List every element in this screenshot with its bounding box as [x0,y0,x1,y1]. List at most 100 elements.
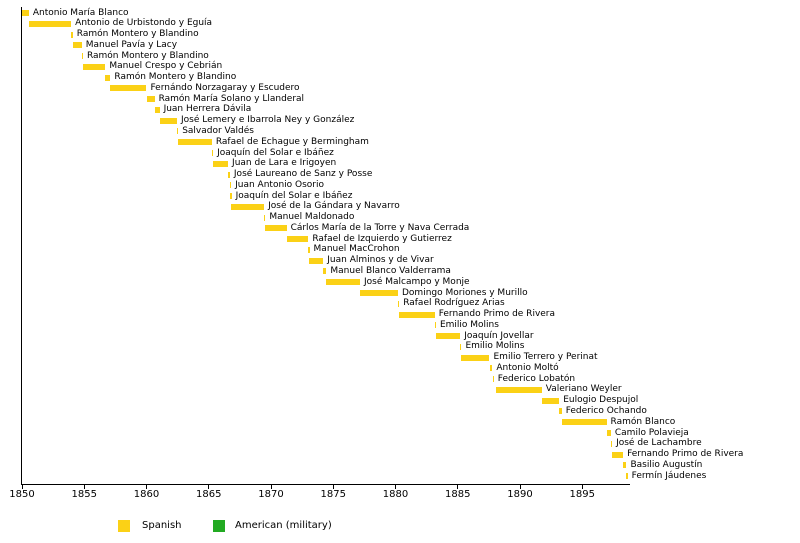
timeline-bar [323,268,327,275]
timeline-bar [434,322,436,329]
governor-name-label: Federico Lobatón [497,373,576,384]
governor-name-label: Antonio María Blanco [32,7,129,18]
timeline-bar [435,333,461,340]
governor-name-label: Ramón María Solano y Llanderal [158,93,305,104]
timeline-bar [212,160,229,167]
timeline-bar [489,365,493,372]
x-axis-tick-label: 1870 [258,489,284,500]
governor-name-label: Rafael Rodríguez Arias [403,298,505,309]
governor-name-label: Manuel Maldonado [269,212,355,223]
legend-swatch-american [213,519,225,532]
x-axis-line [21,484,630,485]
timeline-bar [105,74,111,81]
governor-name-label: José Lemery e Ibarrola Ney y González [181,115,355,126]
governor-name-label: Eulogio Despujol [563,395,639,406]
x-axis-tick-label: 1865 [196,489,222,500]
timeline-bar [398,311,435,318]
governor-name-label: Salvador Valdés [182,125,254,136]
timeline-bar [610,440,613,447]
timeline-bar [286,236,309,243]
governor-name-label: Manuel Crespo y Cebrián [109,61,223,72]
timeline-bar [308,246,310,253]
timeline-bar [230,193,232,200]
timeline-bar [82,63,106,70]
timeline-bar [611,451,624,458]
governor-name-label: José de la Gándara y Navarro [268,201,400,212]
governor-name-label: Antonio de Urbistondo y Eguía [75,18,213,29]
governor-name-label: Antonio Moltó [496,362,559,373]
x-axis-tick-label: 1895 [569,489,595,500]
governor-name-label: Federico Ochando [565,405,647,416]
x-axis-tick-label: 1855 [71,489,97,500]
timeline-bar [159,117,177,124]
timeline-bar [397,300,400,307]
timeline-bar [360,290,398,297]
timeline-bar [541,397,560,404]
timeline-bar [626,473,628,480]
timeline-bar [71,31,73,38]
x-axis-tick [457,484,459,489]
timeline-bar [22,10,29,16]
timeline-bar [229,182,232,189]
governor-name-label: Rafael de Echague y Bermingham [215,136,369,147]
governor-name-label: Joaquín Jovellar [464,330,534,341]
timeline-bar [264,225,287,232]
governor-name-label: Juan Alminos y de Vivar [327,255,434,266]
governor-name-label: José de Lachambre [616,438,702,449]
legend-swatch-spanish [118,519,130,532]
timeline-bar [559,408,562,415]
timeline-bar [461,354,490,361]
governor-name-label: Ramón Blanco [610,416,676,427]
timeline-bar [326,279,360,286]
x-axis-tick [208,484,210,489]
governor-name-label: Cárlos María de la Torre y Nava Cerrada [290,222,470,233]
x-axis-tick-label: 1890 [507,489,533,500]
governor-name-label: Juan Herrera Dávila [163,104,252,115]
governor-name-label: Manuel Pavía y Lacy [85,39,178,50]
x-axis-tick [332,484,334,489]
timeline-bar [264,214,266,221]
timeline-bar [28,20,72,27]
governor-name-label: Fermín Jáudenes [631,470,707,481]
governor-name-label: Camilo Polavieja [614,427,689,438]
timeline-bar [154,106,160,113]
timeline-bar [81,53,83,60]
governor-name-label: Juan de Lara e Irigoyen [232,158,337,169]
timeline-bar [495,386,542,393]
governor-name-label: Fernando Primo de Rivera [438,309,556,320]
governor-name-label: Ramón Montero y Blandino [86,50,209,61]
governor-name-label: Emilio Terrero y Perinat [493,352,598,363]
x-axis-tick [581,484,583,489]
x-axis-tick [83,484,85,489]
governor-name-label: Juan Antonio Osorio [235,179,325,190]
x-axis-tick-label: 1885 [445,489,471,500]
governor-name-label: Basilio Augustín [630,459,703,470]
governor-name-label: Emilio Molins [439,319,499,330]
x-axis-tick [146,484,147,489]
governor-name-label: Ramón Montero y Blandino [114,72,237,83]
governor-name-label: Joaquín del Solar e Ibáñez [235,190,353,201]
x-axis-tick [270,484,272,489]
legend-label: Spanish [142,520,182,531]
y-axis-line [21,7,22,485]
timeline-bar [561,419,607,426]
timeline-bar [146,96,155,103]
timeline-bar [231,203,265,210]
timeline-bar [606,430,611,437]
timeline-bar [623,462,627,469]
governor-name-label: Emilio Molins [465,341,525,352]
governor-name-label: Fernándo Norzagaray y Escudero [150,82,300,93]
timeline-bar [110,85,147,92]
timeline-bar [228,171,230,178]
governor-name-label: José Laureano de Sanz y Posse [233,169,373,180]
x-axis-tick-label: 1850 [9,489,35,500]
x-axis-tick [21,484,23,489]
governor-name-label: Ramón Montero y Blandino [76,29,199,40]
legend-label: American (military) [235,520,332,531]
timeline-bar [492,376,494,383]
timeline-bar [177,128,179,135]
governor-name-label: Rafael de Izquierdo y Gutierrez [312,233,452,244]
governor-name-label: Fernando Primo de Rivera [627,449,744,460]
timeline-bar [309,257,324,264]
